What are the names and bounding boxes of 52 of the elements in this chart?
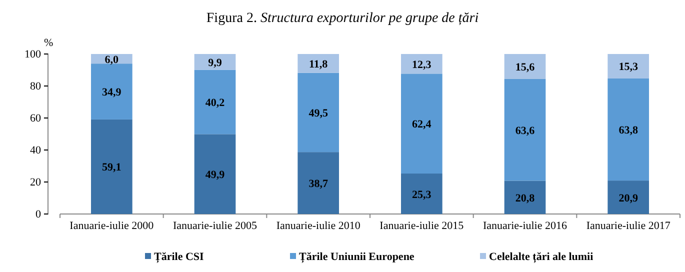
data-label: 9,9 xyxy=(208,56,222,69)
bar xyxy=(504,78,546,181)
bar xyxy=(608,78,649,181)
bar xyxy=(298,72,339,152)
y-tick-label: 80 xyxy=(30,80,42,93)
bar xyxy=(91,119,132,214)
chart-title: Figura 2. Structura exporturilor pe grupe de țări xyxy=(206,11,479,26)
data-label: 34,9 xyxy=(102,86,122,99)
y-tick-label: 20 xyxy=(30,176,42,189)
bar xyxy=(194,134,236,214)
bar xyxy=(608,54,649,78)
bar xyxy=(401,54,442,74)
data-label: 63,8 xyxy=(618,124,638,137)
bar xyxy=(91,64,132,120)
bar xyxy=(194,54,236,70)
data-label: 11,8 xyxy=(309,58,328,70)
x-tick-label: Ianuarie-iulie 2015 xyxy=(380,220,464,232)
data-label: 6,0 xyxy=(104,54,120,66)
bar xyxy=(401,74,442,174)
data-label: 12,3 xyxy=(412,58,432,71)
bar xyxy=(504,54,546,79)
data-label: 38,7 xyxy=(308,178,328,190)
x-tick-label: Ianuarie-iulie 2000 xyxy=(70,220,154,232)
bar xyxy=(298,54,339,73)
data-label: 15,3 xyxy=(618,61,638,74)
x-tick-label: Ianuarie-iulie 2016 xyxy=(483,220,568,232)
data-label: 49,5 xyxy=(308,107,328,120)
x-tick-label: Ianuarie-iulie 2017 xyxy=(586,220,671,232)
data-label: 40,2 xyxy=(205,97,226,109)
legend-label: Țările CSI xyxy=(154,251,204,263)
bar xyxy=(401,174,442,214)
x-tick-label: Ianuarie-iulie 2005 xyxy=(173,220,258,232)
bar xyxy=(298,152,339,214)
y-tick-label: 60 xyxy=(30,112,42,125)
data-label: 59,1 xyxy=(102,162,122,174)
y-tick-label: 0 xyxy=(36,208,42,221)
data-label: 62,4 xyxy=(412,118,432,131)
data-label: 20,9 xyxy=(618,192,638,204)
y-axis-title: % xyxy=(44,37,54,49)
data-label: 20,8 xyxy=(515,192,536,204)
data-label: 63,6 xyxy=(515,124,536,137)
y-tick-label: 100 xyxy=(24,48,42,61)
legend-label: Țările Uniunii Europene xyxy=(299,251,414,263)
data-label: 49,9 xyxy=(205,169,226,182)
bar xyxy=(608,180,649,214)
y-tick-label: 40 xyxy=(30,144,42,157)
legend-label: Celelalte țări ale lumii xyxy=(489,251,594,263)
data-label: 25,3 xyxy=(412,188,432,201)
data-label: 15,6 xyxy=(515,61,536,74)
x-tick-label: Ianuarie-iulie 2010 xyxy=(276,220,361,232)
bar xyxy=(504,180,546,214)
bar xyxy=(194,70,236,134)
